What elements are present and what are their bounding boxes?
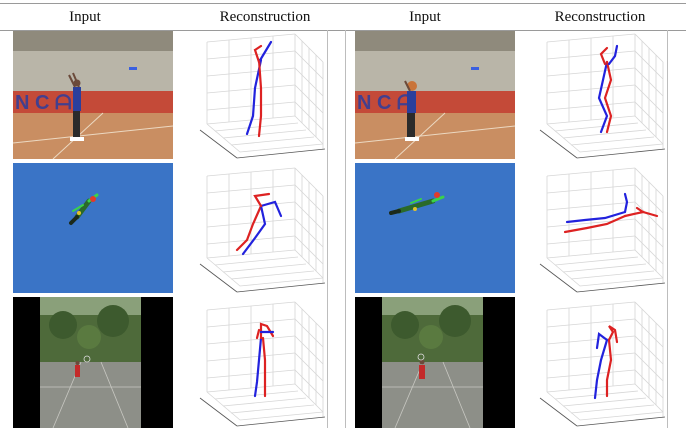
svg-text:N C ᗩ: N C ᗩ [15, 92, 72, 114]
input-image-sky-left [13, 163, 173, 293]
header-reconstruction-right: Reconstruction [554, 9, 646, 25]
column-divider [345, 30, 346, 428]
reconstruction-plot-3-right [525, 300, 670, 428]
header-input-right: Input [409, 9, 441, 25]
header-rule [0, 30, 686, 31]
reconstruction-plot-1-right [525, 32, 670, 160]
plot-edge-right [667, 30, 668, 428]
reconstruction-plot-2-left [185, 166, 330, 294]
header-input-left: Input [69, 9, 101, 25]
header-reconstruction-left: Reconstruction [219, 9, 311, 25]
reconstruction-plot-2-right [525, 166, 670, 294]
reconstruction-plot-3-left [185, 300, 330, 428]
plot-edge-left [327, 30, 328, 428]
svg-text:N C ᗩ: N C ᗩ [357, 92, 414, 114]
input-image-court-left [13, 297, 173, 428]
input-image-sky-right [355, 163, 515, 293]
reconstruction-plot-1-left [185, 32, 330, 160]
top-rule [0, 3, 686, 4]
input-image-gym-left: N C ᗩ [13, 31, 173, 159]
input-image-gym-right: N C ᗩ [355, 31, 515, 159]
input-image-court-right [355, 297, 515, 428]
